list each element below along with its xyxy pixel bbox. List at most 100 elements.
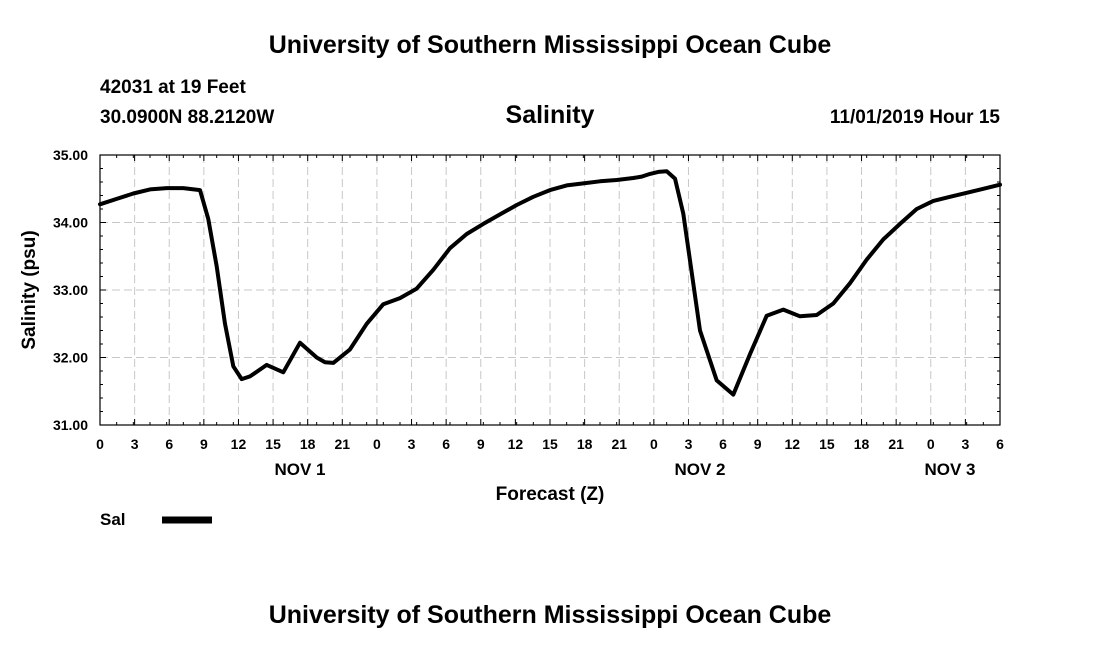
data-point bbox=[316, 356, 318, 359]
data-point bbox=[699, 329, 701, 332]
y-tick-label: 34.00 bbox=[53, 215, 88, 231]
x-tick-label: 18 bbox=[854, 436, 870, 452]
data-point bbox=[432, 269, 434, 271]
data-point bbox=[549, 189, 551, 191]
day-label: NOV 3 bbox=[924, 460, 975, 479]
y-tick-label: 35.00 bbox=[53, 147, 88, 163]
x-tick-label: 6 bbox=[165, 436, 173, 452]
data-point bbox=[241, 378, 243, 380]
x-tick-label: 6 bbox=[719, 436, 727, 452]
x-tick-label: 15 bbox=[265, 436, 281, 452]
data-point bbox=[366, 323, 368, 325]
data-point bbox=[532, 196, 534, 198]
data-point bbox=[799, 315, 801, 317]
data-point bbox=[982, 188, 984, 190]
data-point bbox=[632, 177, 634, 179]
data-point bbox=[382, 303, 384, 305]
station-coordinates: 30.0900N 88.2120W bbox=[100, 107, 275, 128]
x-tick-label: 3 bbox=[131, 436, 139, 452]
data-point bbox=[182, 187, 184, 189]
data-point bbox=[899, 223, 901, 225]
x-tick-label: 0 bbox=[96, 436, 104, 452]
data-point bbox=[749, 353, 751, 355]
y-tick-label: 33.00 bbox=[53, 282, 88, 298]
data-point bbox=[999, 184, 1001, 186]
data-point bbox=[599, 180, 601, 182]
data-point bbox=[299, 342, 301, 344]
data-point bbox=[216, 265, 218, 267]
data-point bbox=[232, 365, 234, 367]
day-label: NOV 2 bbox=[674, 460, 725, 479]
data-point bbox=[249, 375, 251, 377]
data-point bbox=[132, 192, 134, 195]
data-point bbox=[716, 379, 718, 382]
x-tick-label: 15 bbox=[542, 436, 558, 452]
x-tick-label: 3 bbox=[408, 436, 416, 452]
x-tick-label: 21 bbox=[611, 436, 627, 452]
data-point bbox=[566, 184, 568, 186]
x-tick-label: 9 bbox=[200, 436, 208, 452]
series-layer bbox=[98, 169, 1002, 397]
x-tick-label: 6 bbox=[442, 436, 450, 452]
x-tick-label: 6 bbox=[996, 436, 1004, 452]
y-axis-title: Salinity (psu) bbox=[19, 230, 40, 349]
data-point bbox=[282, 371, 284, 373]
data-point bbox=[149, 188, 151, 191]
data-point bbox=[399, 297, 401, 299]
data-point bbox=[849, 282, 851, 284]
data-point bbox=[682, 213, 684, 215]
data-point bbox=[482, 223, 484, 225]
data-point bbox=[324, 361, 326, 363]
y-tick-label: 31.00 bbox=[53, 417, 88, 433]
data-point bbox=[499, 213, 501, 215]
data-point bbox=[199, 189, 201, 191]
x-tick-label: 15 bbox=[819, 436, 835, 452]
data-point bbox=[816, 314, 818, 316]
data-point bbox=[766, 315, 768, 317]
x-tick-label: 18 bbox=[577, 436, 593, 452]
forecast-timestamp: 11/01/2019 Hour 15 bbox=[829, 107, 1000, 128]
data-point bbox=[466, 233, 468, 235]
x-tick-label: 0 bbox=[927, 436, 935, 452]
data-point bbox=[949, 196, 951, 198]
x-tick-label: 0 bbox=[373, 436, 381, 452]
x-tick-label: 12 bbox=[785, 436, 801, 452]
data-point bbox=[266, 364, 268, 366]
data-point bbox=[116, 198, 118, 200]
x-tick-label: 12 bbox=[231, 436, 247, 452]
data-point bbox=[657, 171, 659, 173]
axis-labels: 0 3 6 9 12 15 18 21 0 3 6 9 12 15 18 21 0 3 6 9 12 15 18 21 0 3 6 3… bbox=[19, 147, 1004, 529]
grid-lines bbox=[100, 155, 1000, 425]
data-point bbox=[224, 323, 226, 325]
series-line-sal bbox=[98, 169, 1002, 397]
page-title: University of Southern Mississippi Ocean… bbox=[268, 31, 832, 59]
station-label: 42031 at 19 Feet bbox=[100, 77, 246, 98]
data-point bbox=[332, 362, 334, 364]
x-tick-label: 3 bbox=[961, 436, 969, 452]
data-point bbox=[516, 204, 518, 206]
legend-label: Sal bbox=[100, 510, 126, 529]
y-tick-label: 32.00 bbox=[53, 350, 88, 366]
data-point bbox=[966, 192, 968, 194]
axes bbox=[99, 154, 1001, 426]
data-point bbox=[349, 348, 351, 350]
data-point bbox=[416, 288, 418, 290]
day-label: NOV 1 bbox=[274, 460, 325, 479]
x-tick-label: 3 bbox=[685, 436, 693, 452]
data-point bbox=[732, 394, 734, 396]
x-tick-label: 9 bbox=[754, 436, 762, 452]
x-tick-label: 21 bbox=[888, 436, 904, 452]
data-point bbox=[649, 173, 651, 175]
data-point bbox=[207, 218, 209, 220]
data-point bbox=[616, 179, 618, 181]
x-tick-label: 0 bbox=[650, 436, 658, 452]
data-point bbox=[932, 200, 934, 202]
x-axis-title: Forecast (Z) bbox=[496, 484, 605, 505]
x-tick-label: 9 bbox=[477, 436, 485, 452]
data-point bbox=[674, 178, 676, 180]
data-point bbox=[666, 170, 668, 172]
data-point bbox=[449, 247, 451, 249]
data-point bbox=[832, 302, 834, 305]
x-tick-label: 21 bbox=[335, 436, 351, 452]
